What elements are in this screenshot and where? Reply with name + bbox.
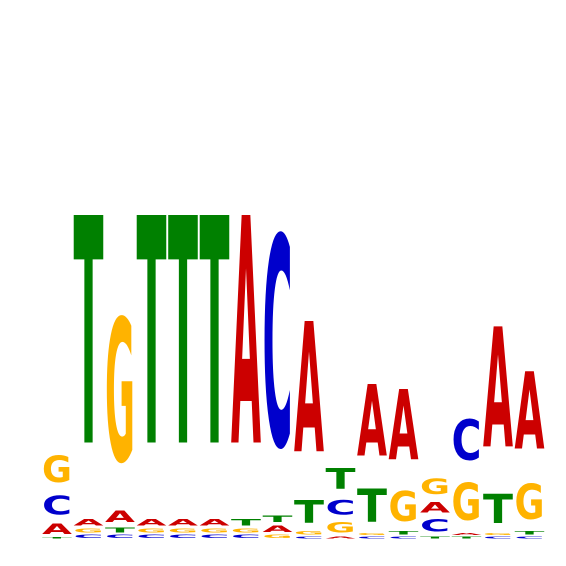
logo-letter-t: T bbox=[74, 153, 104, 517]
logo-letter-t: T bbox=[515, 531, 546, 536]
logo-letter-t: T bbox=[389, 531, 420, 536]
logo-letter-t: T bbox=[42, 537, 73, 539]
logo-letter-a: A bbox=[420, 499, 451, 516]
logo-letter-c: C bbox=[357, 536, 387, 539]
logo-letter-t: T bbox=[231, 518, 262, 528]
logo-letter-a: A bbox=[389, 371, 419, 483]
logo-letter-g: G bbox=[105, 280, 135, 508]
logo-letter-a: A bbox=[483, 295, 513, 486]
logo-letter-t: T bbox=[294, 495, 324, 531]
logo-letter-g: G bbox=[483, 532, 513, 535]
logo-letter-a: A bbox=[105, 508, 135, 526]
logo-letter-a: A bbox=[200, 517, 230, 527]
logo-letter-g: G bbox=[515, 475, 545, 531]
logo-letter-g: G bbox=[357, 532, 387, 535]
logo-letter-g: G bbox=[137, 528, 167, 535]
logo-letter-g: G bbox=[200, 528, 230, 535]
logo-letter-g: G bbox=[168, 528, 198, 535]
logo-letter-c: C bbox=[452, 409, 482, 473]
logo-letter-g: G bbox=[326, 519, 356, 536]
logo-letter-a: A bbox=[452, 532, 483, 535]
logo-letter-a: A bbox=[137, 517, 167, 527]
logo-letter-c: C bbox=[168, 534, 198, 539]
logo-letter-g: G bbox=[452, 474, 482, 533]
logo-letter-t: T bbox=[168, 153, 198, 517]
logo-letter-a: A bbox=[42, 521, 73, 538]
logo-letter-g: G bbox=[231, 528, 261, 535]
logo-letter-c: C bbox=[137, 534, 167, 539]
logo-letter-a: A bbox=[326, 536, 357, 539]
logo-letter-t: T bbox=[105, 526, 136, 534]
logo-letter-a: A bbox=[515, 350, 545, 474]
logo-letter-a: A bbox=[231, 155, 261, 517]
logo-letter-a: A bbox=[263, 524, 293, 534]
logo-letter-t: T bbox=[137, 153, 167, 517]
logo-letter-a: A bbox=[294, 285, 324, 494]
logo-letter-c: C bbox=[483, 536, 513, 539]
logo-letter-c: C bbox=[105, 534, 135, 539]
logo-letter-c: C bbox=[74, 534, 104, 539]
logo-letter-t: T bbox=[420, 536, 451, 539]
logo-letter-c: C bbox=[263, 178, 293, 514]
logo-letter-c: C bbox=[389, 536, 419, 539]
logo-letter-t: T bbox=[357, 480, 388, 533]
logo-letter-c: C bbox=[326, 496, 356, 519]
logo-letter-g: G bbox=[74, 528, 104, 535]
logo-letter-c: C bbox=[42, 491, 72, 521]
logo-letter-c: C bbox=[231, 534, 261, 539]
logo-letter-g: G bbox=[263, 534, 293, 539]
logo-letter-c: C bbox=[200, 534, 230, 539]
logo-letter-t: T bbox=[326, 463, 357, 496]
logo-columns: TACGCGATCTAGCGATCGATCGATCGTAGATCCGTAAGCT… bbox=[42, 153, 545, 539]
logo-letter-a: A bbox=[357, 365, 387, 479]
logo-letter-a: A bbox=[168, 517, 198, 527]
logo-letter-c: C bbox=[294, 536, 324, 539]
logo-letter-t: T bbox=[483, 486, 513, 532]
logo-letter-t: T bbox=[263, 514, 294, 524]
logo-letter-g: G bbox=[42, 448, 72, 491]
logo-letter-g: G bbox=[294, 531, 324, 536]
logo-letter-t: T bbox=[452, 536, 483, 539]
logo-letter-c: C bbox=[420, 516, 450, 536]
logo-letter-t: T bbox=[200, 153, 230, 517]
logo-letter-g: G bbox=[389, 484, 419, 532]
logo-letter-a: A bbox=[74, 517, 104, 527]
logo-letter-c: C bbox=[515, 536, 545, 539]
logo-letter-g: G bbox=[420, 475, 450, 500]
